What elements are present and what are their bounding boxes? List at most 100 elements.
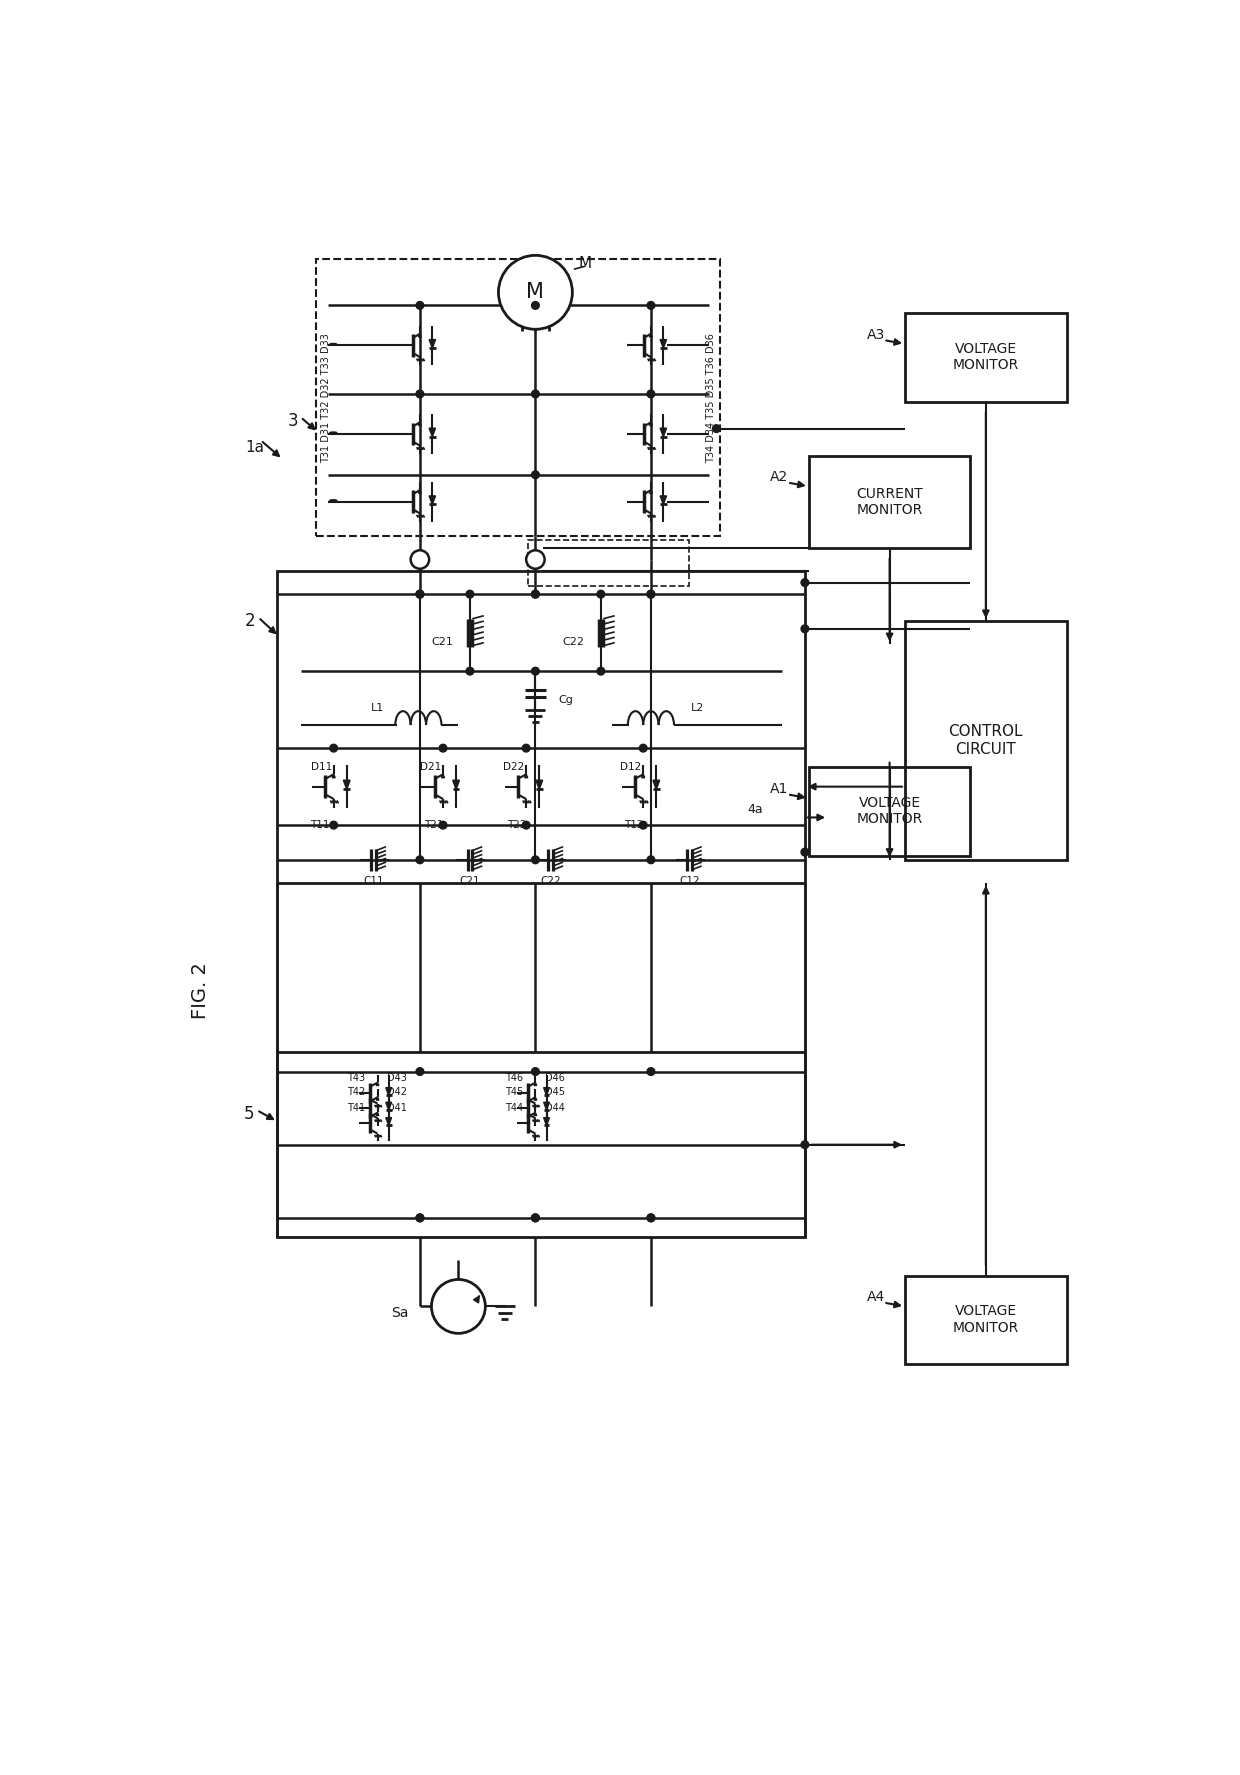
Text: VOLTAGE
MONITOR: VOLTAGE MONITOR [952,1305,1019,1335]
Text: 4a: 4a [746,804,763,816]
Polygon shape [653,781,660,790]
Text: T41: T41 [347,1102,365,1113]
Text: C22: C22 [562,637,584,646]
Polygon shape [453,781,460,790]
Polygon shape [332,774,335,777]
Circle shape [417,856,424,864]
Text: D43: D43 [387,1072,407,1083]
Text: D45: D45 [544,1088,564,1097]
Polygon shape [660,428,667,437]
Text: D21: D21 [420,763,441,772]
Bar [808,767,971,856]
Circle shape [532,302,539,309]
Circle shape [330,822,337,829]
Polygon shape [543,1118,549,1125]
Polygon shape [386,1088,392,1095]
Circle shape [417,302,424,309]
Circle shape [596,667,605,674]
Text: D22: D22 [503,763,525,772]
Polygon shape [429,495,435,504]
Circle shape [596,591,605,598]
Circle shape [432,1280,485,1333]
Text: Cg: Cg [558,696,573,705]
Polygon shape [418,334,422,337]
Text: D12: D12 [620,763,641,772]
Circle shape [410,550,429,568]
Circle shape [417,1214,424,1221]
Circle shape [647,591,655,598]
Text: T11: T11 [310,820,330,831]
Circle shape [439,822,446,829]
Text: VOLTAGE
MONITOR: VOLTAGE MONITOR [952,343,1019,373]
Polygon shape [641,774,645,777]
Text: 1a: 1a [244,440,264,456]
Polygon shape [376,1113,379,1115]
Circle shape [532,591,539,598]
Circle shape [713,424,720,433]
Text: M: M [579,256,591,270]
Text: T12: T12 [624,820,644,831]
Circle shape [647,1069,655,1076]
Polygon shape [418,422,422,426]
Text: C21: C21 [432,637,453,646]
Circle shape [330,744,337,753]
Text: T46: T46 [505,1072,523,1083]
Text: T31 D31 T32 D32 T33 D33: T31 D31 T32 D32 T33 D33 [321,334,331,463]
Bar [905,312,1066,401]
Text: FIG. 2: FIG. 2 [191,962,210,1019]
Polygon shape [543,1088,549,1095]
Polygon shape [534,1083,537,1086]
Circle shape [532,470,539,479]
Circle shape [532,1069,539,1076]
Circle shape [647,591,655,598]
Polygon shape [660,339,667,348]
Bar [528,540,689,586]
Polygon shape [441,774,444,777]
Bar [808,456,971,548]
Circle shape [647,856,655,864]
Text: D42: D42 [387,1088,407,1097]
Text: 5: 5 [244,1104,254,1124]
Text: C11: C11 [363,877,384,886]
Polygon shape [386,1118,392,1125]
Circle shape [417,591,424,598]
Text: C22: C22 [541,877,562,886]
Circle shape [417,591,424,598]
Text: T44: T44 [505,1102,523,1113]
Circle shape [532,591,539,598]
Text: C12: C12 [680,877,699,886]
Polygon shape [376,1097,379,1100]
Text: M: M [527,282,544,302]
Bar [905,621,1066,859]
Circle shape [466,667,474,674]
Text: D41: D41 [387,1102,407,1113]
Circle shape [417,1069,424,1076]
Circle shape [526,550,544,568]
Polygon shape [660,495,667,504]
Circle shape [801,579,808,586]
Polygon shape [650,334,652,337]
Circle shape [801,1141,808,1148]
Text: T22: T22 [507,820,527,831]
Circle shape [801,848,808,856]
Circle shape [647,390,655,398]
Bar [278,1053,805,1237]
Text: A3: A3 [867,328,885,341]
Text: T45: T45 [505,1088,523,1097]
Circle shape [532,1214,539,1221]
Bar [316,259,720,536]
Circle shape [647,1214,655,1221]
Polygon shape [543,1102,549,1109]
Text: L2: L2 [691,703,704,714]
Circle shape [417,390,424,398]
Text: D46: D46 [544,1072,564,1083]
Circle shape [801,625,808,632]
Polygon shape [429,428,435,437]
Circle shape [532,856,539,864]
Circle shape [640,822,647,829]
Text: T42: T42 [347,1088,365,1097]
Text: D11: D11 [310,763,332,772]
Text: D44: D44 [544,1102,564,1113]
Circle shape [647,302,655,309]
Polygon shape [429,339,435,348]
